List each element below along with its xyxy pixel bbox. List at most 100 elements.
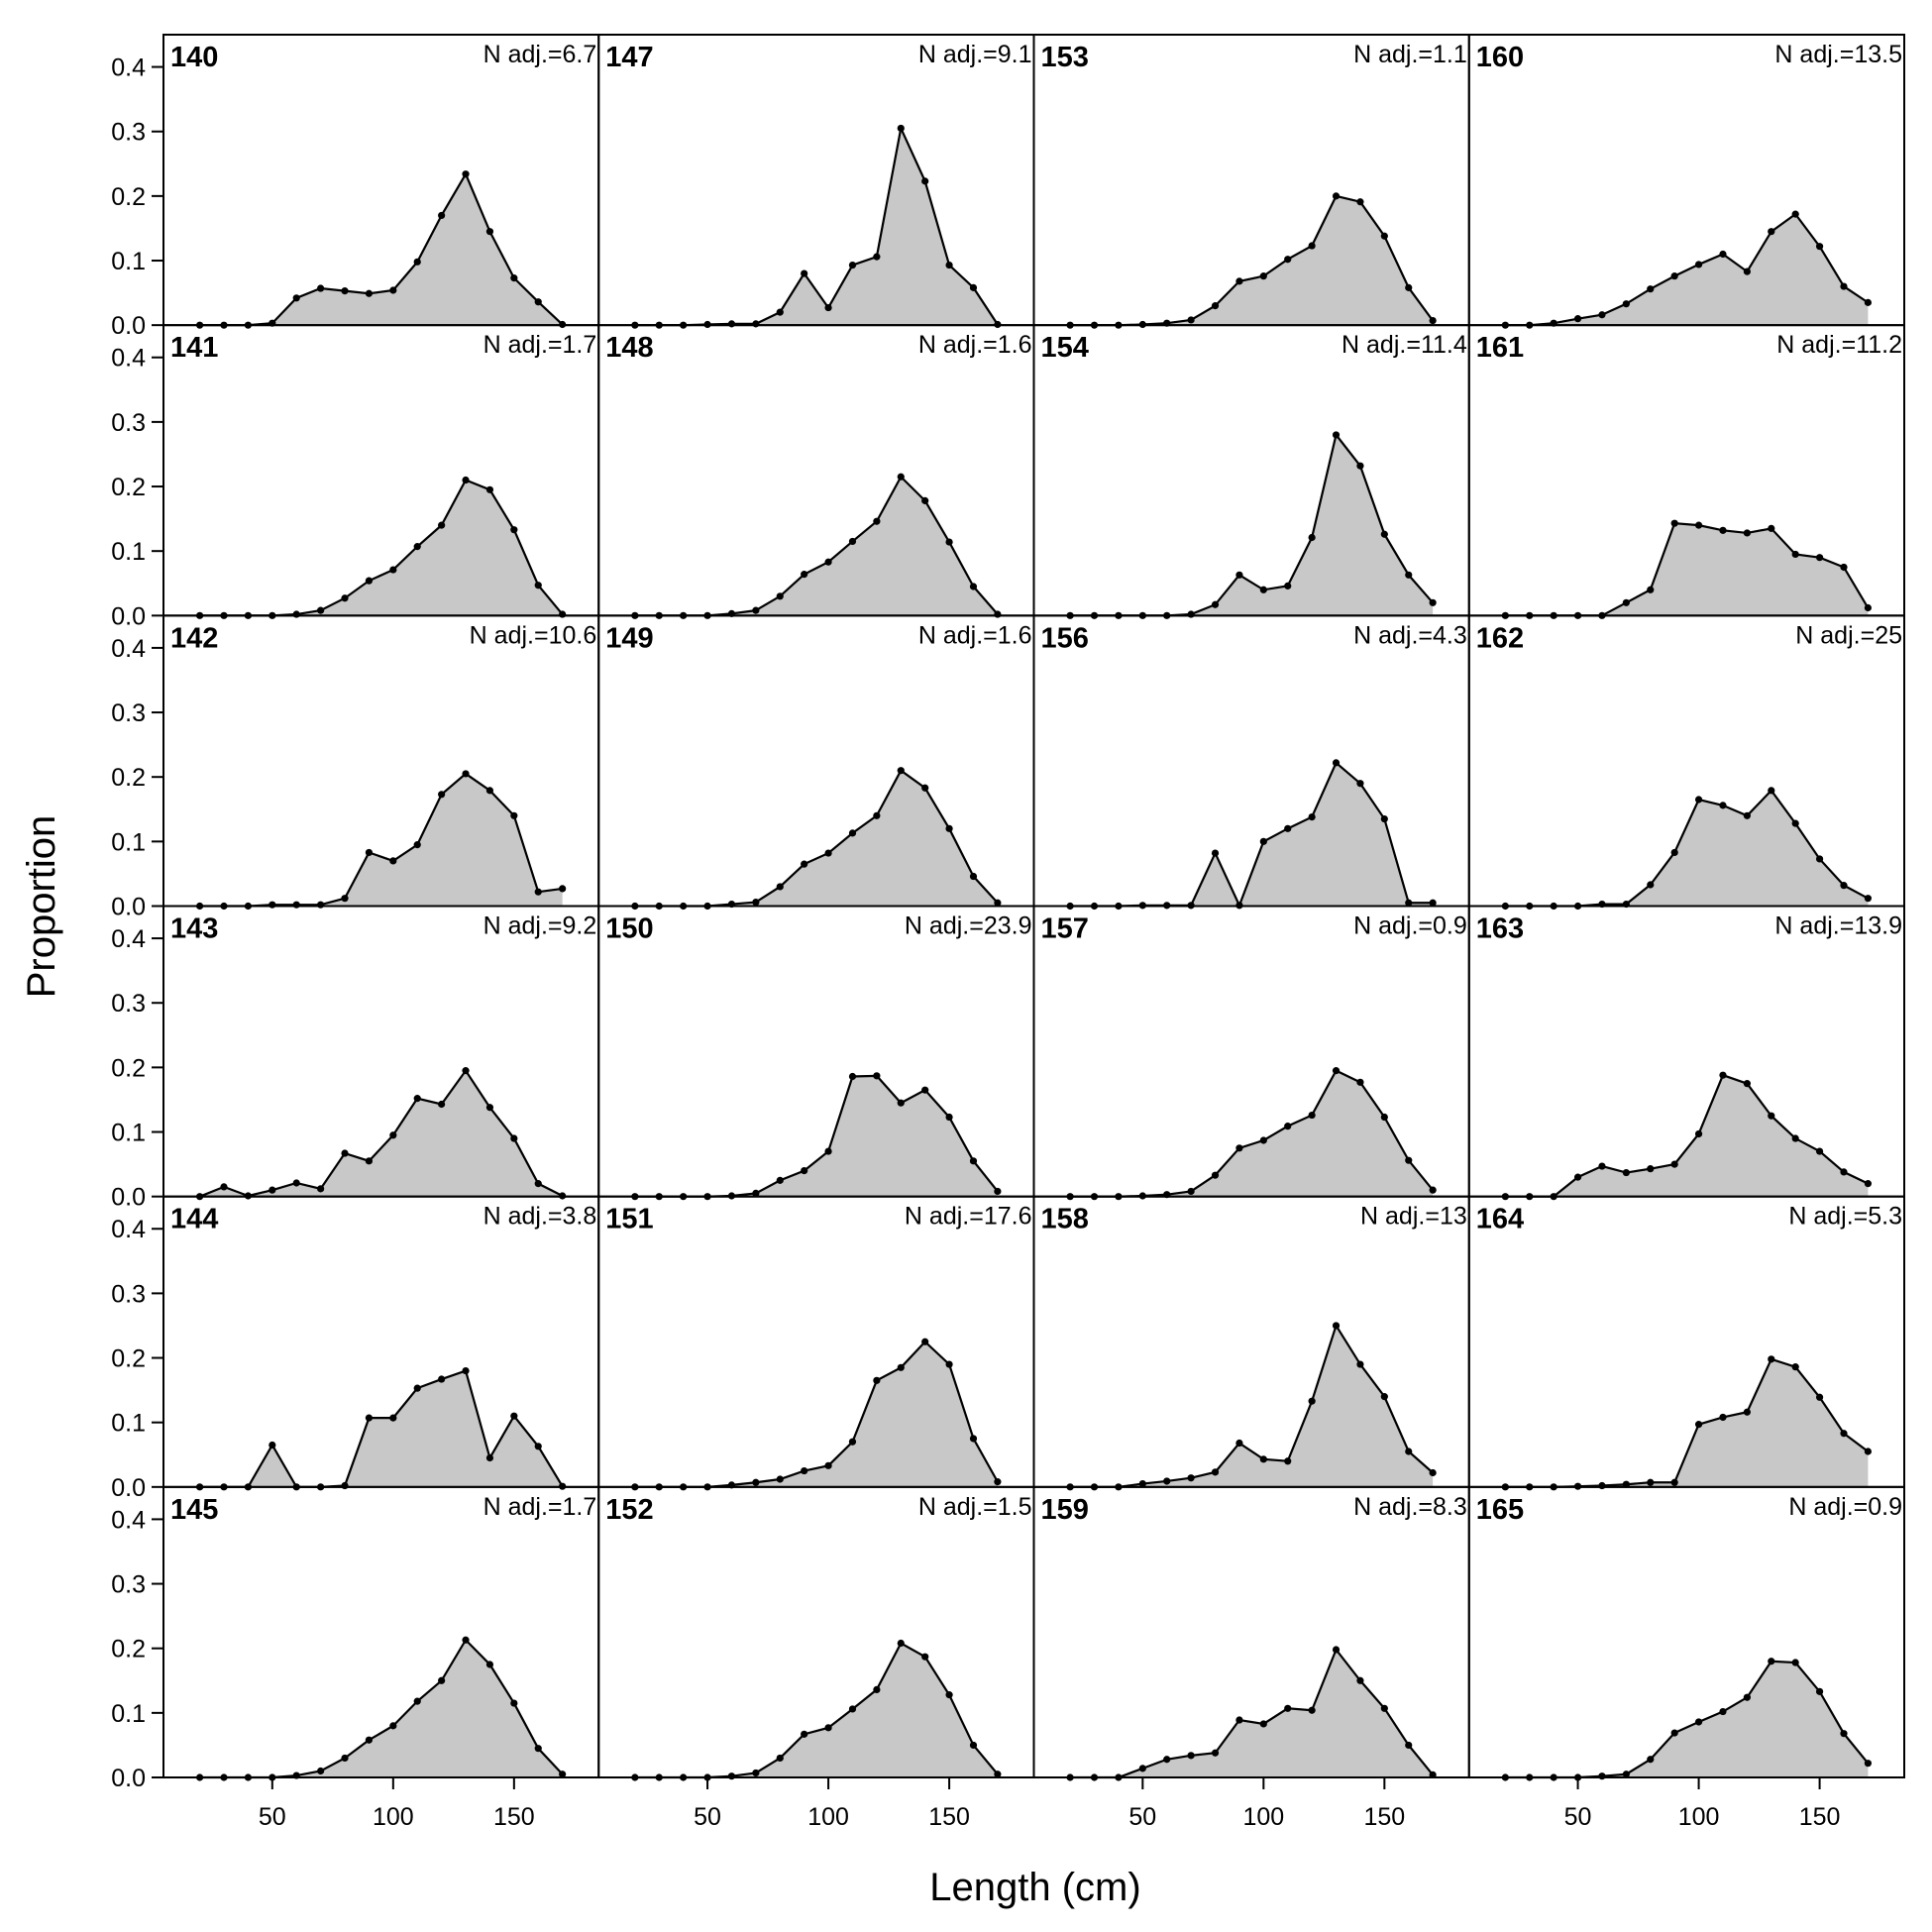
point <box>969 1741 978 1750</box>
point <box>1211 1171 1220 1179</box>
panel-title: 142 <box>170 622 218 654</box>
point <box>365 848 374 857</box>
point <box>1840 1730 1848 1738</box>
point <box>1647 1756 1655 1764</box>
y-tick-label: 0.3 <box>111 1280 146 1308</box>
point <box>945 1113 953 1122</box>
y-tick-label: 0.2 <box>111 1636 146 1664</box>
point <box>1356 198 1364 206</box>
point <box>1380 1113 1388 1122</box>
y-tick-label: 0.4 <box>111 54 146 82</box>
point <box>1815 855 1824 863</box>
point <box>268 1441 276 1449</box>
y-tick-label: 0.1 <box>111 1700 146 1728</box>
point <box>752 606 760 614</box>
point <box>1405 899 1413 907</box>
y-tick-label: 0.0 <box>111 1474 146 1502</box>
y-tick-label: 0.2 <box>111 764 146 792</box>
point <box>1235 277 1243 285</box>
panel-title: 145 <box>170 1494 218 1526</box>
point <box>462 1366 470 1375</box>
point <box>1356 1360 1364 1368</box>
point <box>873 517 881 525</box>
point <box>1332 1322 1341 1330</box>
point <box>1864 1180 1872 1188</box>
point <box>1187 1187 1195 1196</box>
point <box>1163 1756 1171 1764</box>
point <box>1356 1078 1364 1086</box>
point <box>389 1414 397 1422</box>
point <box>1235 1439 1243 1448</box>
x-tick-label: 50 <box>259 1803 286 1831</box>
point <box>1429 899 1437 907</box>
point <box>292 610 300 618</box>
point <box>1670 848 1678 857</box>
panel-annotation: N adj.=9.1 <box>918 41 1032 68</box>
point <box>1694 521 1703 529</box>
panel-annotation: N adj.=13.5 <box>1774 41 1902 68</box>
point <box>534 1443 542 1450</box>
point <box>1694 1129 1703 1138</box>
panel-annotation: N adj.=1.1 <box>1353 41 1467 68</box>
area <box>1505 790 1869 907</box>
point <box>317 606 325 614</box>
area <box>1505 523 1869 616</box>
point <box>1791 1659 1799 1666</box>
panel-annotation: N adj.=0.9 <box>1788 1493 1902 1521</box>
point <box>1380 814 1388 823</box>
point <box>1308 1397 1316 1405</box>
point <box>824 1147 832 1155</box>
point <box>1259 1455 1267 1463</box>
point <box>776 592 784 600</box>
point <box>945 261 953 269</box>
point <box>317 1767 325 1775</box>
point <box>1211 600 1220 608</box>
point <box>510 811 518 819</box>
line <box>1070 1647 1435 1779</box>
x-tick-label: 100 <box>807 1803 849 1831</box>
point <box>824 303 832 312</box>
point <box>801 269 808 277</box>
point <box>969 1435 978 1443</box>
panel-annotation: N adj.=1.6 <box>918 621 1032 649</box>
point <box>413 258 421 266</box>
point <box>1719 1413 1727 1422</box>
point <box>1791 819 1799 827</box>
panel-border <box>1467 1485 1905 1779</box>
point <box>268 1186 276 1194</box>
point <box>1670 272 1678 280</box>
panel-annotation: N adj.=25 <box>1795 621 1902 649</box>
x-tick-label: 150 <box>1363 1803 1405 1831</box>
point <box>1284 1704 1292 1712</box>
point <box>921 1086 929 1094</box>
point <box>848 1705 857 1713</box>
point <box>1694 1718 1703 1726</box>
point <box>438 1100 446 1109</box>
point <box>994 1187 1002 1196</box>
panel-title: 157 <box>1041 913 1089 945</box>
panel-annotation: N adj.=23.9 <box>905 912 1032 940</box>
y-tick-label: 0.0 <box>111 312 146 340</box>
panel-title: 141 <box>170 332 218 364</box>
panel-title: 161 <box>1476 332 1524 364</box>
point <box>1768 1355 1775 1363</box>
point <box>413 543 421 551</box>
panel-title: 165 <box>1476 1494 1524 1526</box>
point <box>1598 1162 1606 1170</box>
point <box>752 320 760 328</box>
area <box>1070 1070 1434 1197</box>
area <box>634 128 998 326</box>
point <box>1429 1468 1437 1477</box>
x-tick-label: 150 <box>493 1803 535 1831</box>
point <box>848 1438 857 1446</box>
point <box>1670 1478 1678 1486</box>
point <box>1743 1693 1751 1701</box>
point <box>1864 603 1872 612</box>
area <box>199 1070 563 1197</box>
y-tick-label: 0.1 <box>111 1120 146 1147</box>
point <box>1308 1706 1316 1714</box>
point <box>1332 759 1341 767</box>
panel-annotation: N adj.=6.7 <box>483 41 597 68</box>
